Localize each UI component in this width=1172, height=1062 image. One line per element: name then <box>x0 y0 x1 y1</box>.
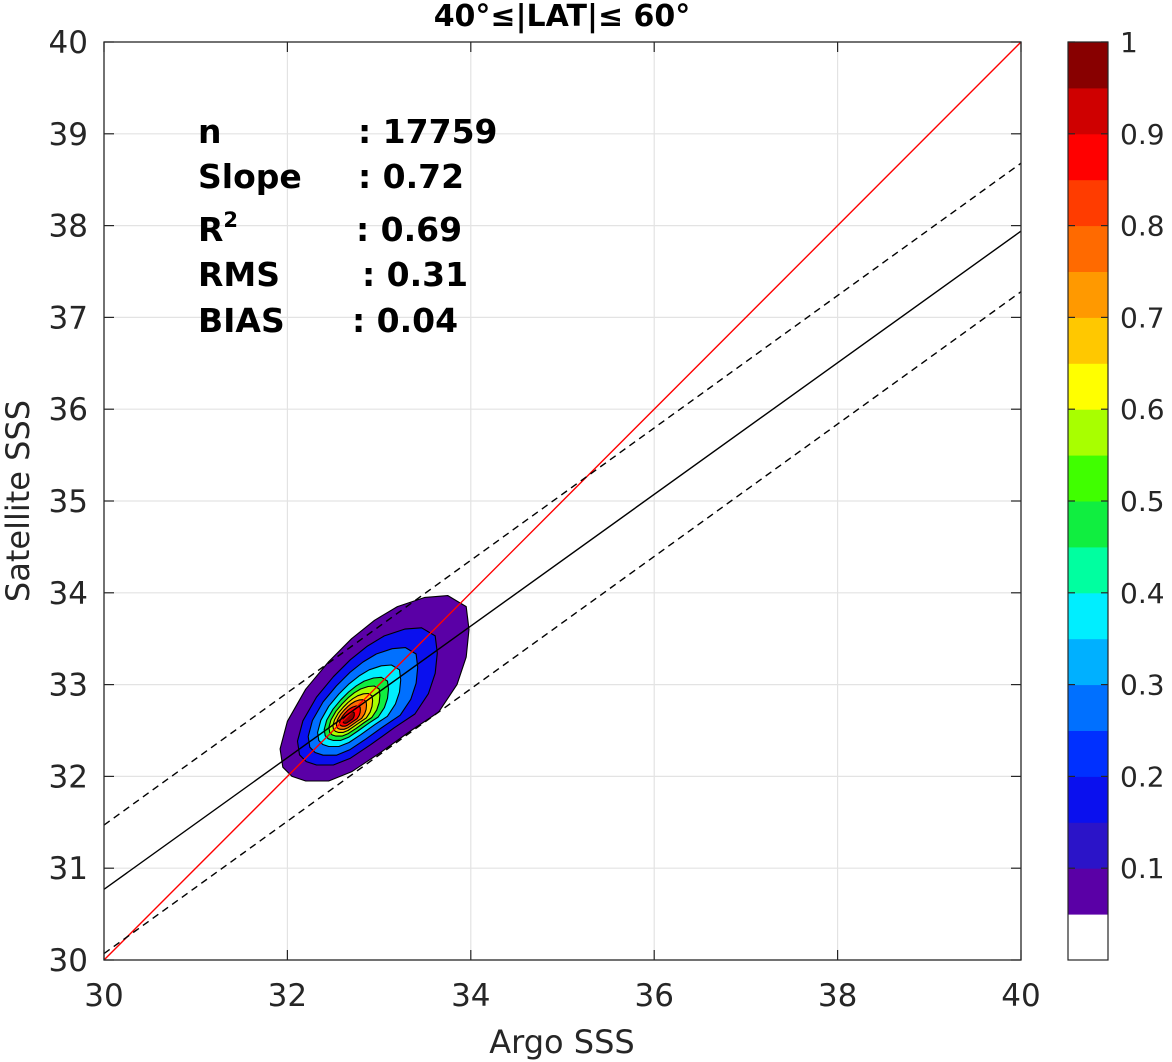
stat-value: : 0.69 <box>356 210 462 249</box>
stat-value: : 0.72 <box>358 157 464 196</box>
upper-bound-line <box>104 162 1021 826</box>
x-tick-label: 30 <box>84 978 123 1014</box>
colorbar-segment <box>1068 363 1108 410</box>
y-tick-label: 32 <box>49 759 88 795</box>
colorbar-segment <box>1068 317 1108 364</box>
colorbar-tick-label: 0.6 <box>1120 393 1165 426</box>
y-tick-label: 36 <box>49 392 88 428</box>
y-tick-label: 40 <box>49 25 88 61</box>
colorbar: 0.1 0.2 0.3 0.4 0.5 0.6 0.7 0.8 0.9 1 <box>1067 26 1165 961</box>
x-tick-label: 32 <box>268 978 307 1014</box>
y-axis-label: Satellite SSS <box>0 400 37 602</box>
plot-frame <box>103 41 1022 961</box>
stat-value: : 0.31 <box>362 255 468 294</box>
colorbar-segment <box>1068 822 1108 869</box>
stat-label: n <box>198 112 222 151</box>
y-tick-label: 38 <box>49 209 88 245</box>
stat-label: Slope <box>198 157 302 196</box>
colorbar-segment <box>1068 271 1108 318</box>
colorbar-segment <box>1068 546 1108 594</box>
x-tick-label: 38 <box>818 978 857 1014</box>
y-tick-label: 31 <box>49 851 88 887</box>
y-tick-label: 34 <box>49 576 88 612</box>
colorbar-tick-label: 0.5 <box>1120 485 1165 518</box>
colorbar-segment <box>1068 133 1108 181</box>
x-tick-label: 40 <box>1001 978 1040 1014</box>
fit-lines <box>104 42 1021 960</box>
x-tick-label: 34 <box>451 978 490 1014</box>
colorbar-segment <box>1068 42 1108 89</box>
colorbar-tick-label: 0.4 <box>1120 577 1165 610</box>
colorbar-segment <box>1068 684 1108 731</box>
y-tick-label: 33 <box>49 668 88 704</box>
colorbar-tick-label: 0.1 <box>1120 852 1165 885</box>
regression-line <box>104 230 1021 890</box>
y-tick-label: 30 <box>49 943 88 979</box>
colorbar-tick-label: 1 <box>1120 26 1138 59</box>
colorbar-segment <box>1068 914 1108 961</box>
colorbar-segment <box>1068 225 1108 272</box>
y-tick-label: 39 <box>49 117 88 153</box>
y-tick-label: 35 <box>49 484 88 520</box>
x-axis-label: Argo SSS <box>489 1023 634 1061</box>
colorbar-segment <box>1068 776 1108 823</box>
x-tick-label: 36 <box>634 978 673 1014</box>
colorbar-tick-label: 0.9 <box>1120 118 1165 151</box>
colorbar-segment <box>1068 179 1108 227</box>
colorbar-segment <box>1068 592 1108 640</box>
axes: 30 32 34 36 38 40 30 31 32 33 34 35 36 37 38 39 40 <box>49 25 1041 1014</box>
colorbar-segment <box>1068 501 1108 548</box>
colorbar-segment <box>1068 409 1108 456</box>
stat-value: : 17759 <box>358 112 498 151</box>
stat-label: RMS <box>198 255 280 294</box>
density-contour <box>342 711 355 724</box>
stat-value: : 0.04 <box>352 301 458 340</box>
stat-label: BIAS <box>198 301 285 340</box>
colorbar-segment <box>1068 638 1108 686</box>
grid-lines <box>104 42 1021 960</box>
colorbar-segment <box>1068 730 1108 777</box>
one-to-one-line <box>104 42 1021 960</box>
colorbar-tick-label: 0.7 <box>1120 301 1165 334</box>
colorbar-tick-label: 0.2 <box>1120 760 1165 793</box>
colorbar-tick-label: 0.8 <box>1120 210 1165 243</box>
colorbar-segment <box>1068 868 1108 915</box>
colorbar-segment <box>1068 455 1108 502</box>
chart-title: 40°≤|LAT|≤ 60° <box>434 0 691 34</box>
lower-bound-line <box>104 291 1021 955</box>
colorbar-segment <box>1068 87 1108 135</box>
y-tick-label: 37 <box>49 300 88 336</box>
colorbar-tick-label: 0.3 <box>1120 669 1165 702</box>
